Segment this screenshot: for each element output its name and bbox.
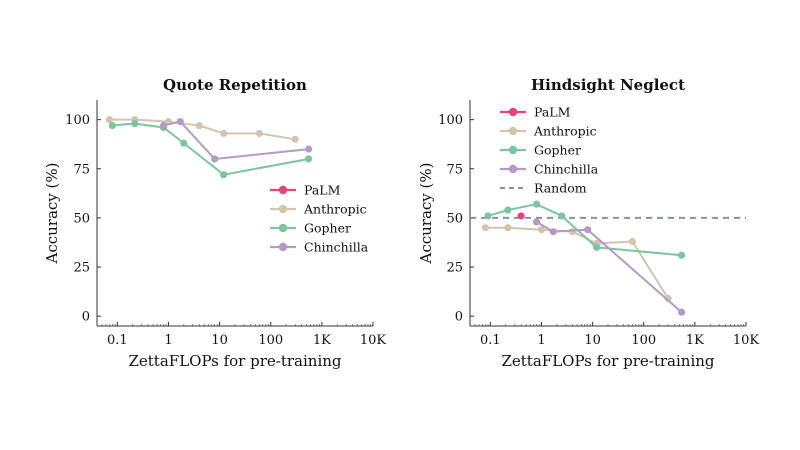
data-point-gopher <box>558 212 566 220</box>
legend-marker <box>278 185 288 195</box>
data-point-anthropic <box>537 226 546 234</box>
data-point-gopher <box>108 121 116 130</box>
data-point-chinchilla <box>211 155 219 163</box>
data-point-chinchilla <box>532 218 541 226</box>
series-line-anthropic <box>485 226 669 300</box>
legend-item-gopher: Gopher <box>270 221 351 236</box>
legend-item-palm: PaLM <box>500 105 571 120</box>
data-point-anthropic <box>504 224 512 232</box>
legend-label: Gopher <box>304 221 351 236</box>
legend-marker <box>508 126 518 136</box>
series-line-chinchilla <box>536 220 683 313</box>
data-point-chinchilla <box>549 228 557 236</box>
y-tick-label: 75 <box>73 162 90 177</box>
data-point-gopher <box>677 251 686 259</box>
y-tick-label: 100 <box>438 113 463 128</box>
data-point-anthropic <box>195 121 203 130</box>
y-tick-label: 25 <box>446 261 463 276</box>
x-tick-label: 1 <box>537 333 545 348</box>
chart-hindsight-neglect: Hindsight Neglect Accuracy (%) ZettaFLOP… <box>417 76 759 370</box>
legend-label: Chinchilla <box>534 162 599 177</box>
x-tick-label: 1 <box>164 333 172 348</box>
legend-marker <box>278 204 288 214</box>
data-point-gopher <box>532 200 541 208</box>
legend-label: Gopher <box>534 143 581 158</box>
data-point-chinchilla <box>176 118 184 126</box>
legend-item-chinchilla: Chinchilla <box>270 240 369 255</box>
x-tick-label: 10K <box>360 333 387 348</box>
y-tick-label: 75 <box>446 162 463 177</box>
legend-label: Chinchilla <box>304 240 369 255</box>
x-tick-label: 10 <box>584 333 601 348</box>
series-line-gopher <box>112 122 309 176</box>
data-point-anthropic <box>255 129 263 138</box>
data-point-anthropic <box>291 135 299 143</box>
data-point-chinchilla <box>677 308 686 316</box>
legend-label: PaLM <box>304 183 341 198</box>
legend-label: Random <box>534 181 587 196</box>
legend-marker <box>508 164 518 174</box>
chart-title: Hindsight Neglect <box>531 76 685 94</box>
data-point-gopher <box>220 171 228 179</box>
x-tick-label: 10K <box>733 333 760 348</box>
y-tick-label: 0 <box>455 310 463 325</box>
x-axis-label: ZettaFLOPs for pre-training <box>128 352 341 370</box>
y-axis-label: Accuracy (%) <box>417 162 435 264</box>
chart-quote-repetition: Quote Repetition Accuracy (%) ZettaFLOPs… <box>43 76 386 370</box>
x-tick-label: 1K <box>686 333 704 348</box>
data-point-chinchilla <box>159 121 168 130</box>
data-point-gopher <box>180 139 188 147</box>
data-point-gopher <box>504 206 512 214</box>
x-tick-label: 0.1 <box>107 333 128 348</box>
data-point-anthropic <box>664 294 672 303</box>
data-point-anthropic <box>628 237 636 246</box>
data-point-palm <box>517 212 525 220</box>
x-tick-label: 0.1 <box>480 333 501 348</box>
legend-label: Anthropic <box>533 124 597 139</box>
legend-item-palm: PaLM <box>270 183 341 198</box>
x-tick-label: 100 <box>631 333 656 348</box>
series-line-chinchilla <box>163 120 309 161</box>
data-point-gopher <box>304 155 313 163</box>
legend-label: PaLM <box>534 105 571 120</box>
legend-marker <box>278 223 288 233</box>
chart-title: Quote Repetition <box>163 76 307 94</box>
data-point-anthropic <box>105 116 114 124</box>
legend-item-gopher: Gopher <box>500 143 581 158</box>
data-point-gopher <box>131 119 139 128</box>
x-tick-label: 1K <box>313 333 331 348</box>
y-axis-label: Accuracy (%) <box>43 162 61 264</box>
legend-item-anthropic: Anthropic <box>500 124 597 139</box>
y-tick-label: 0 <box>82 310 90 325</box>
legend-item-chinchilla: Chinchilla <box>500 162 599 177</box>
x-tick-label: 100 <box>258 333 283 348</box>
data-point-anthropic <box>481 224 489 232</box>
legend-label: Anthropic <box>303 202 367 217</box>
y-tick-label: 50 <box>73 211 90 226</box>
x-tick-label: 10 <box>211 333 228 348</box>
legend-marker <box>508 107 518 117</box>
legend-item-anthropic: Anthropic <box>270 202 367 217</box>
data-point-gopher <box>484 212 492 220</box>
legend-item-random: Random <box>500 181 587 196</box>
y-tick-label: 25 <box>73 261 90 276</box>
legend-marker <box>278 242 288 252</box>
y-tick-label: 100 <box>65 113 90 128</box>
data-point-chinchilla <box>304 145 313 153</box>
legend-marker <box>508 145 518 155</box>
data-point-anthropic <box>220 129 228 138</box>
x-axis-label: ZettaFLOPs for pre-training <box>501 352 714 370</box>
y-tick-label: 50 <box>446 211 463 226</box>
data-point-gopher <box>593 243 601 251</box>
data-point-chinchilla <box>584 226 592 234</box>
